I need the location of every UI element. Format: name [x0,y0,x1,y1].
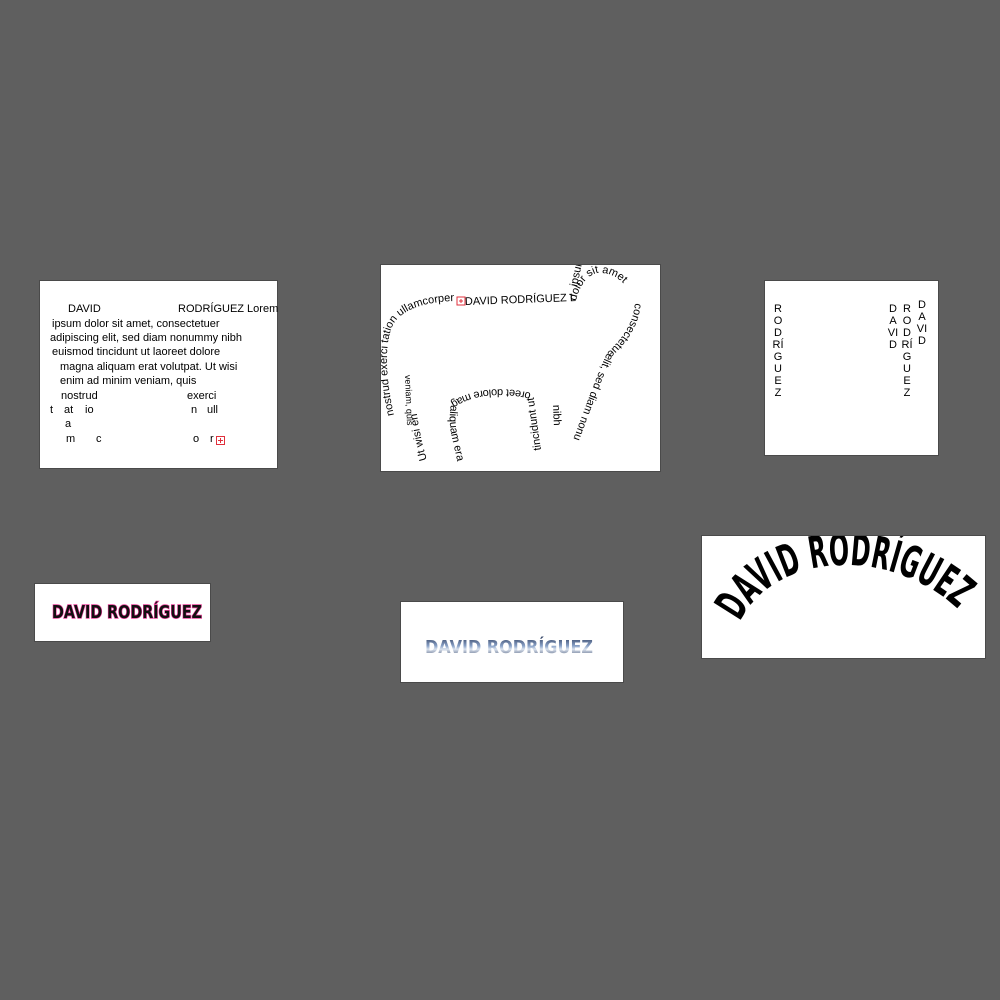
text-line: adipiscing elit, sed diam nonummy nibh [50,332,242,344]
vertical-text-column: RODRÍGUEZ [901,303,913,399]
text-fragment: at [64,404,74,416]
text-fragment: o [193,433,200,445]
text-line: ipsum dolor sit amet, consectetuer [52,318,220,330]
text-fragment: m [66,433,76,445]
path-text-face: consectetuer adipiscing [381,265,644,360]
text-line: magna aliquam erat volutpat. Ut wisi [60,361,238,373]
overflow-plus-icon[interactable] [216,436,225,445]
vertical-text-column: DAVID [916,299,928,347]
artboard-outlined-name[interactable]: DAVID RODRÍGUEZ [35,584,210,641]
text-fragment: n [191,404,198,416]
text-fragment: nostrud [61,390,98,402]
artboard-image-filled-name[interactable]: DAVID RODRÍGUEZ [401,602,623,682]
path-text-inner: veniam, quis [403,375,415,426]
text-fragment: c [96,433,102,445]
path-text-front-leg: nibh [550,405,563,426]
text-fragment: io [85,404,94,416]
image-filled-name-text: DAVID RODRÍGUEZ [425,636,593,658]
arched-name-svg: DAVID RODRÍGUEZ [706,536,984,628]
text-line: enim ad minim veniam, quis [60,375,197,387]
artboard-path-text[interactable]: DAVID RODRÍGUEZ Lorem dolor sit amet con… [381,265,660,471]
text-line: RODRÍGUEZ Lorem [178,303,279,315]
outlined-name-svg: DAVID RODRÍGUEZ [51,601,202,623]
text-fragment: exerci [187,390,217,402]
overflow-plus-icon[interactable] [456,296,466,306]
svg-text:veniam, quis: veniam, quis [403,375,415,426]
text-fragment: t [50,404,54,416]
path-text-svg: DAVID RODRÍGUEZ Lorem dolor sit amet con… [381,265,644,463]
arched-name-text: DAVID RODRÍGUEZ [706,536,984,628]
svg-text:nibh: nibh [550,405,563,426]
text-line: DAVID [68,303,101,315]
text-fragment: ull [207,404,219,416]
text-fragment: r [210,433,214,445]
artboard-arched-name[interactable]: DAVID RODRÍGUEZ [702,536,985,658]
text-line: euismod tincidunt ut laoreet dolore [52,346,221,358]
vertical-text-column: DAVID [887,303,899,351]
text-fragment: a [65,418,72,430]
arched-name-textpath: DAVID RODRÍGUEZ [706,536,984,628]
vertical-text-column: RODRÍGUEZ [772,303,784,399]
image-filled-name-svg: DAVID RODRÍGUEZ [425,636,593,658]
svg-text:consectetuer adipiscing: consectetuer adipiscing [381,265,644,360]
outlined-name-text: DAVID RODRÍGUEZ [52,602,202,623]
artboard-area-text[interactable]: DAVID RODRÍGUEZ Lorem ipsum dolor sit am… [40,281,279,468]
artboard-vertical-text[interactable]: RODRÍGUEZ DAVID RODRÍGUEZ DAVID [765,281,938,455]
